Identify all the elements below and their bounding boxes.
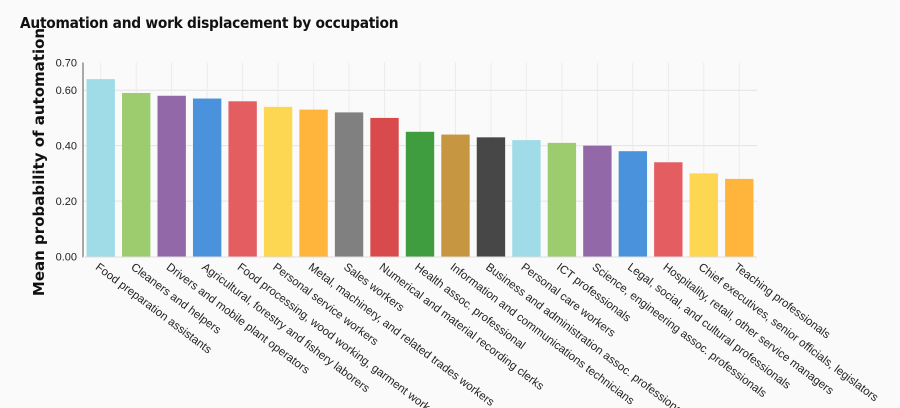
bar[interactable] — [654, 162, 683, 257]
bar[interactable] — [122, 92, 151, 257]
bars — [86, 79, 754, 257]
bar[interactable] — [86, 79, 115, 257]
bar[interactable] — [512, 140, 541, 257]
x-tick-label: Legal, social, and cultural professional… — [625, 261, 793, 392]
chart-title: Automation and work displacement by occu… — [20, 14, 399, 32]
bar[interactable] — [476, 137, 506, 257]
y-tick-label: 0.70 — [56, 58, 77, 70]
bar[interactable] — [618, 151, 648, 257]
y-tick-label: 0.40 — [56, 141, 77, 153]
bar[interactable] — [583, 145, 612, 257]
bar[interactable] — [441, 134, 470, 257]
bar[interactable] — [299, 109, 328, 257]
bar[interactable] — [334, 112, 364, 257]
bar[interactable] — [228, 101, 257, 257]
y-tick-label: 0.00 — [56, 252, 77, 264]
bar[interactable] — [547, 142, 577, 257]
bar[interactable] — [192, 98, 222, 257]
bar[interactable] — [689, 173, 718, 257]
y-tick-label: 0.20 — [56, 196, 77, 208]
bar[interactable] — [405, 131, 435, 257]
bar[interactable] — [370, 117, 399, 257]
bar[interactable] — [263, 106, 293, 257]
bar[interactable] — [157, 95, 186, 257]
y-axis: 0.00 0.20 0.40 0.60 0.70 — [56, 58, 757, 264]
bar[interactable] — [725, 178, 754, 257]
y-axis-label: Mean probability of automation — [30, 28, 48, 296]
y-tick-label: 0.60 — [56, 85, 77, 97]
